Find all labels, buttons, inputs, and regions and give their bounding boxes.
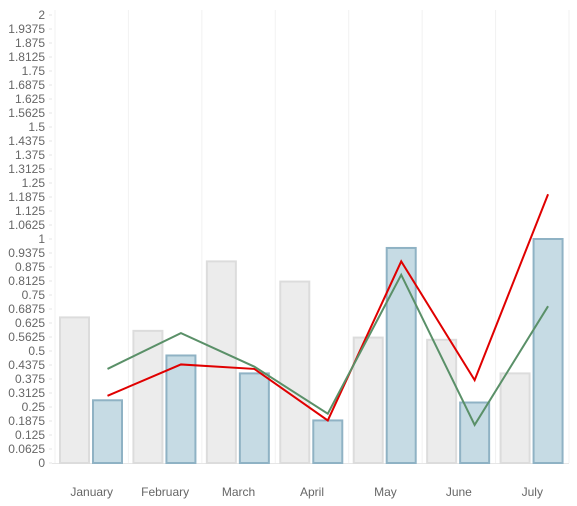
y-tick-label: 1.5625 bbox=[8, 106, 45, 120]
y-tick-label: 1.3125 bbox=[8, 162, 45, 176]
y-tick-label: 1.25 bbox=[22, 176, 46, 190]
bar-1-april bbox=[279, 280, 311, 464]
y-tick-label: 0.6875 bbox=[8, 302, 45, 316]
y-tick-label: 0.8125 bbox=[8, 274, 45, 288]
y-tick-label: 0.3125 bbox=[8, 386, 45, 400]
bar-1-march bbox=[205, 260, 237, 464]
y-tick-label: 1.8125 bbox=[8, 50, 45, 64]
y-tick-label: 1.5 bbox=[28, 120, 45, 134]
bar-1-june bbox=[426, 338, 458, 464]
y-tick-label: 0.125 bbox=[15, 428, 45, 442]
y-tick-label: 1.375 bbox=[15, 148, 45, 162]
y-tick-label: 0.0625 bbox=[8, 442, 45, 456]
y-tick-label: 0.625 bbox=[15, 316, 45, 330]
y-tick-label: 1.1875 bbox=[8, 190, 45, 204]
bar-2-february bbox=[165, 354, 197, 465]
y-tick-label: 0.9375 bbox=[8, 246, 45, 260]
y-tick-label: 1.6875 bbox=[8, 78, 45, 92]
y-tick-label: 0.4375 bbox=[8, 358, 45, 372]
y-tick-label: 1.4375 bbox=[8, 134, 45, 148]
y-tick-label: 0.375 bbox=[15, 372, 45, 386]
x-category-label: June bbox=[446, 485, 472, 499]
bar-2-january bbox=[92, 399, 123, 464]
bar-1-january bbox=[59, 316, 90, 464]
line-series-2 bbox=[107, 272, 549, 427]
y-tick-label: 0.75 bbox=[22, 288, 46, 302]
bar-2-june bbox=[459, 401, 491, 464]
bar-2-july bbox=[532, 238, 564, 464]
y-tick-label: 1.0625 bbox=[8, 218, 45, 232]
y-tick-label: 0 bbox=[38, 456, 45, 470]
y-tick-label: 0.25 bbox=[22, 400, 46, 414]
y-tick-label: 1.9375 bbox=[8, 22, 45, 36]
line-series-1 bbox=[107, 193, 550, 422]
y-tick-label: 2 bbox=[38, 8, 45, 22]
grid bbox=[52, 10, 570, 464]
y-tick-label: 0.1875 bbox=[8, 414, 45, 428]
x-category-label: April bbox=[300, 485, 324, 499]
y-tick-label: 0.875 bbox=[15, 260, 45, 274]
y-tick-label: 1.875 bbox=[15, 36, 45, 50]
y-tick-label: 1.125 bbox=[15, 204, 45, 218]
bar-2-april bbox=[312, 419, 344, 465]
x-category-label: February bbox=[141, 485, 189, 499]
lines bbox=[107, 193, 550, 427]
x-category-label: July bbox=[522, 485, 543, 499]
y-tick-label: 1.625 bbox=[15, 92, 45, 106]
bar-1-july bbox=[499, 372, 531, 464]
y-tick-label: 0.5625 bbox=[8, 330, 45, 344]
y-tick-label: 0.5 bbox=[28, 344, 45, 358]
x-category-label: May bbox=[374, 485, 397, 499]
y-tick-label: 1 bbox=[38, 232, 45, 246]
bar-2-may bbox=[385, 246, 417, 464]
bar-1-february bbox=[132, 329, 164, 464]
y-tick-label: 1.75 bbox=[22, 64, 46, 78]
x-category-label: March bbox=[222, 485, 255, 499]
bar-2-march bbox=[238, 372, 270, 464]
y-axis-ticks: 00.06250.1250.18750.250.31250.3750.43750… bbox=[8, 8, 52, 470]
x-category-label: January bbox=[70, 485, 113, 499]
x-axis-categories: January February March April May June July bbox=[70, 485, 543, 499]
